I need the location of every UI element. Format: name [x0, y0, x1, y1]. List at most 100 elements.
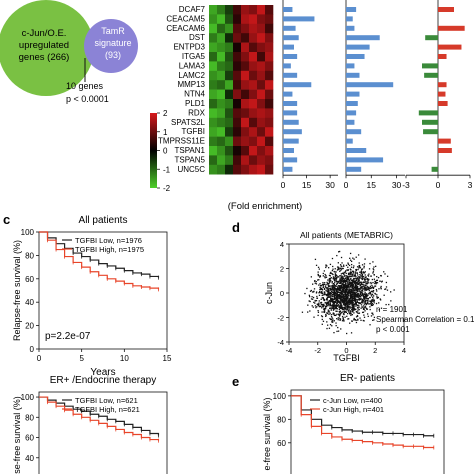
- scatter-point: [362, 275, 365, 278]
- scatter-point: [338, 308, 340, 311]
- scatter-point: [330, 294, 332, 296]
- scatter-point: [350, 290, 353, 292]
- scatter-point: [328, 311, 330, 313]
- heatmap-cell: [249, 108, 258, 119]
- heatmap-cell: [233, 52, 242, 62]
- scatter-point: [353, 258, 355, 260]
- scatter-point: [327, 302, 330, 304]
- bar-tick-label: 0: [281, 180, 286, 190]
- scatter-point: [323, 311, 325, 313]
- scatter-point: [350, 272, 353, 274]
- gene-label: UNC5C: [177, 165, 205, 174]
- heatmap-cell: [225, 136, 234, 147]
- scatter-point: [335, 301, 337, 304]
- scatter-point: [320, 291, 323, 294]
- scatter-point: [328, 313, 330, 316]
- scatter-point: [319, 302, 322, 304]
- scatter-point: [331, 291, 334, 294]
- scatter-point: [337, 305, 339, 307]
- scatter-point: [343, 298, 346, 301]
- bar: [283, 35, 299, 41]
- scatter-point: [343, 320, 345, 322]
- scatter-point: [340, 287, 342, 290]
- scatter-point: [323, 287, 326, 290]
- scatter-point: [348, 309, 350, 311]
- scatter-point: [330, 297, 332, 300]
- scatter-point: [333, 281, 336, 283]
- scatter-point: [352, 305, 355, 307]
- scatter-point: [366, 294, 368, 296]
- scatter-point: [327, 301, 330, 303]
- scatter-point: [344, 302, 346, 304]
- scatter-point: [311, 296, 313, 298]
- scatter-point: [363, 295, 366, 298]
- scatter-point: [366, 293, 368, 295]
- scatter-point: [334, 275, 337, 277]
- scatter-point: [317, 279, 319, 281]
- scatter-point: [334, 294, 336, 297]
- scatter-point: [367, 303, 369, 305]
- legend-entry: TGFBI Low, n=621: [75, 396, 138, 405]
- scatter-point: [343, 304, 345, 306]
- scatter-point: [357, 290, 360, 292]
- scatter-point: [372, 261, 374, 263]
- scatter-point: [370, 304, 373, 307]
- scatter-point: [349, 259, 352, 261]
- scatter-point: [363, 265, 365, 267]
- scatter-point: [375, 302, 378, 305]
- scatter-point: [360, 291, 362, 293]
- scatter-point: [350, 263, 353, 266]
- scatter-point: [323, 299, 326, 301]
- scatter-point: [348, 298, 351, 300]
- scatter-point: [323, 299, 325, 301]
- scatter-point: [343, 296, 346, 298]
- y-axis-label: Relapse-free survival (%): [12, 240, 22, 341]
- scatter-point: [344, 288, 346, 290]
- scatter-point: [372, 272, 374, 274]
- scatter-point: [332, 287, 334, 289]
- scatter-point: [340, 312, 342, 315]
- scatter-point: [346, 287, 348, 289]
- scatter-point: [349, 304, 351, 306]
- scatter-point: [359, 288, 361, 291]
- scatter-point: [366, 301, 369, 303]
- scatter-point: [333, 277, 335, 279]
- scatter-point: [358, 266, 361, 268]
- scatter-point: [336, 298, 339, 300]
- scatter-point: [337, 288, 339, 290]
- scatter-point: [328, 274, 331, 277]
- scatter-point: [361, 294, 363, 297]
- scatter-point: [345, 290, 348, 293]
- scatter-point: [358, 277, 361, 279]
- scatter-point: [336, 299, 339, 301]
- bar-tick-label: 3: [468, 180, 473, 190]
- scatter-point: [356, 315, 359, 317]
- heatmap-cell: [217, 136, 226, 147]
- scatter-point: [350, 289, 353, 291]
- scatter-point: [332, 268, 334, 270]
- scatter-point: [364, 296, 366, 298]
- scatter-point: [364, 305, 366, 307]
- legend-entry: TGFBI High, n=1975: [75, 245, 144, 254]
- scatter-point: [329, 292, 331, 294]
- scatter-point: [353, 290, 356, 292]
- scatter-point: [370, 290, 372, 293]
- scatter-point: [315, 307, 317, 309]
- scatter-point: [340, 304, 343, 306]
- scatter-point: [310, 289, 313, 292]
- scatter-point: [359, 293, 362, 296]
- scatter-point: [330, 299, 332, 301]
- scatter-point: [338, 291, 340, 294]
- scatter-point: [351, 306, 353, 309]
- scatter-point: [343, 265, 345, 267]
- scatter-point: [335, 289, 337, 291]
- gene-label: PLD1: [185, 99, 206, 108]
- scatter-metabric: All patients (METABRIC) -4 -2 0 2 4 4 2 0 -2 -4 TGF…: [264, 230, 474, 363]
- scatter-point: [331, 306, 333, 308]
- scatter-point: [346, 280, 348, 283]
- scatter-point: [347, 310, 349, 312]
- scatter-point: [342, 301, 344, 303]
- scatter-point: [359, 294, 361, 297]
- scatter-point: [315, 283, 318, 285]
